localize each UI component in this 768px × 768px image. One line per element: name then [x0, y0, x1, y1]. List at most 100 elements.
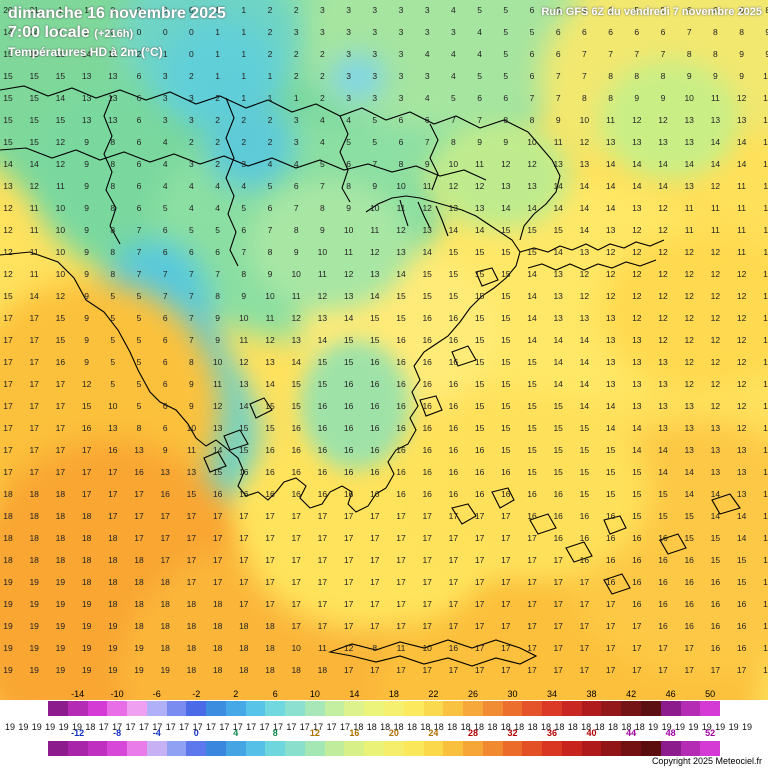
grid-value: 18: [317, 664, 328, 675]
grid-value: 9: [189, 378, 194, 389]
legend-swatch: 14: [344, 689, 365, 716]
grid-value: 17: [527, 598, 537, 609]
grid-value: 5: [110, 312, 116, 323]
grid-value: 17: [29, 466, 39, 477]
grid-value: 14: [29, 290, 39, 301]
grid-value: 15: [474, 246, 485, 257]
legend-swatch: [245, 741, 266, 756]
grid-value: 18: [3, 554, 13, 565]
grid-value: 18: [581, 722, 592, 732]
grid-value: 9: [84, 246, 89, 257]
grid-value: 2: [267, 136, 273, 147]
grid-value: 15: [736, 554, 747, 565]
grid-value: 21: [29, 4, 39, 15]
grid-value: 14: [605, 180, 616, 191]
grid-value: 16: [317, 422, 328, 433]
grid-value: 12: [370, 246, 380, 257]
grid-value: 17: [553, 664, 563, 675]
grid-value: 7: [162, 268, 168, 279]
grid-value: 8: [241, 268, 247, 279]
grid-value: 7: [293, 202, 299, 213]
grid-value: 17: [474, 620, 485, 631]
grid-value: 15: [605, 466, 616, 477]
grid-value: 17: [527, 642, 537, 653]
grid-value: 2: [136, 48, 142, 59]
grid-value: 13: [605, 136, 616, 147]
grid-value: 19: [4, 722, 16, 732]
grid-value: 13: [448, 202, 459, 213]
grid-value: 6: [136, 70, 142, 81]
grid-value: 3: [293, 136, 299, 147]
grid-value: 5: [136, 312, 142, 323]
grid-value: 16: [55, 356, 66, 367]
legend-swatch: 36: [542, 728, 562, 756]
grid-value: 16: [343, 488, 354, 499]
grid-value: 17: [474, 576, 485, 587]
grid-value: 17: [605, 642, 616, 653]
grid-value: 17: [246, 722, 257, 732]
grid-value: 9: [765, 48, 768, 59]
legend-tick-label: 42: [626, 689, 637, 699]
grid-value: 12: [763, 92, 768, 103]
grid-value: 13: [81, 70, 92, 81]
grid-value: 5: [660, 4, 666, 15]
grid-value: 4: [189, 202, 194, 213]
grid-value: 12: [763, 400, 768, 411]
grid-value: 16: [658, 576, 668, 587]
grid-value: 17: [474, 642, 485, 653]
grid-value: 17: [474, 532, 485, 543]
grid-value: 11: [29, 246, 39, 257]
grid-value: 12: [632, 246, 642, 257]
grid-value: 15: [579, 488, 590, 499]
grid-value: 16: [553, 510, 563, 521]
grid-value: 18: [160, 642, 170, 653]
temperature-value-grid: 20 21 1 1 0 0 0 0 1 1 2 2 3 3 3 3 3 4 5 5 6 6 6 6 5 5 6 6 6 8 14 14 5 1 0 0…: [3, 4, 768, 675]
grid-value: 15: [291, 400, 301, 411]
grid-value: 12: [632, 268, 642, 279]
grid-value: 16: [605, 554, 616, 565]
grid-value: 14: [684, 466, 694, 477]
grid-value: 2: [320, 48, 325, 59]
grid-value: 17: [448, 554, 459, 565]
grid-value: 10: [527, 136, 537, 147]
grid-value: 16: [265, 466, 275, 477]
legend-tick-label: 30: [507, 689, 518, 699]
grid-value: 17: [3, 378, 13, 389]
grid-value: 18: [134, 598, 144, 609]
grid-value: 5: [477, 70, 482, 81]
grid-value: 12: [684, 356, 694, 367]
grid-value: 14: [343, 312, 354, 323]
grid-value: 7: [477, 114, 482, 125]
grid-value: 18: [29, 510, 39, 521]
grid-value: 16: [239, 466, 249, 477]
grid-value: 8: [110, 180, 116, 191]
grid-value: 17: [370, 598, 380, 609]
grid-value: 3: [162, 114, 168, 125]
grid-value: 17: [160, 532, 170, 543]
grid-value: 4: [424, 48, 430, 59]
grid-value: 17: [501, 532, 511, 543]
grid-value: 18: [81, 576, 92, 587]
grid-value: 7: [189, 312, 194, 323]
grid-value: 13: [501, 180, 511, 191]
grid-value: 16: [658, 598, 668, 609]
grid-value: 16: [448, 400, 459, 411]
grid-value: 16: [370, 356, 380, 367]
legend-swatch: 38: [581, 689, 602, 716]
grid-value: 17: [710, 664, 721, 675]
grid-value: 4: [477, 26, 482, 37]
grid-value: 17: [605, 664, 616, 675]
grid-value: 16: [396, 444, 406, 455]
grid-value: 17: [55, 444, 66, 455]
grid-value: 12: [658, 312, 668, 323]
grid-value: 13: [658, 378, 668, 389]
grid-value: 18: [607, 722, 619, 732]
grid-value: 9: [215, 312, 220, 323]
grid-value: 19: [648, 722, 659, 732]
grid-value: 17: [370, 532, 380, 543]
legend-tick-label: 44: [626, 728, 637, 738]
grid-value: 16: [291, 488, 301, 499]
grid-value: 16: [317, 444, 328, 455]
grid-value: 17: [81, 488, 92, 499]
